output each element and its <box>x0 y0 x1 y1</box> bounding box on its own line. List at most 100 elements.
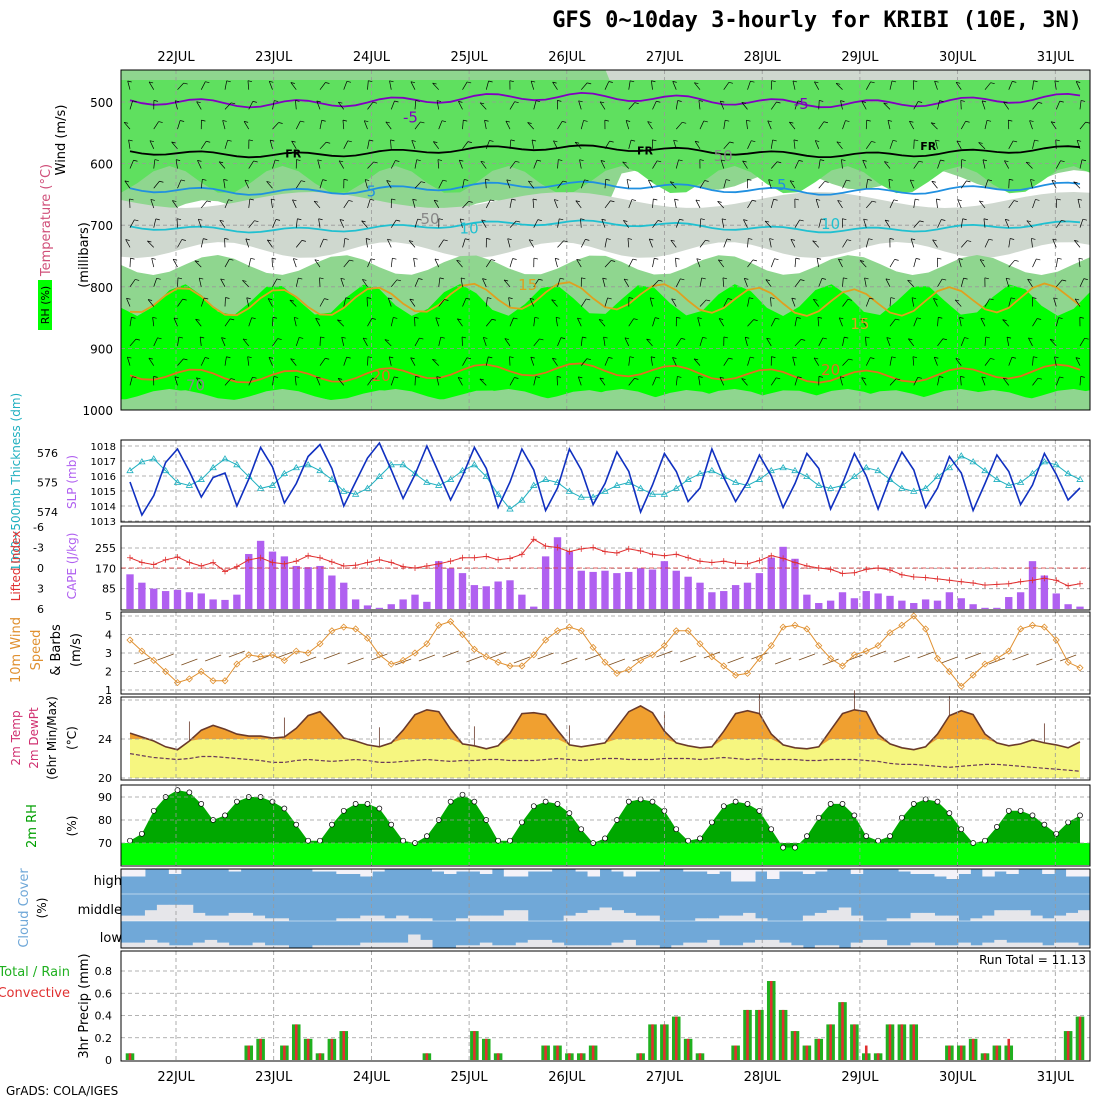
wind-marker <box>1005 647 1013 655</box>
wind-barb <box>984 120 988 130</box>
cloud-cell <box>455 869 469 872</box>
wind-barb-feather <box>982 159 988 162</box>
wind-barb-feather <box>956 140 961 143</box>
wind-barb-feather <box>836 82 841 85</box>
wind-barb <box>410 357 416 366</box>
wind-barb-feather <box>319 277 324 280</box>
wind-barb <box>981 376 986 386</box>
rh2m-marker <box>827 801 834 807</box>
upper-air-frame <box>120 69 1091 411</box>
cloud-cell <box>755 869 768 872</box>
cloud-cell <box>802 915 816 921</box>
wind-barb-feather <box>560 277 565 280</box>
precip-convective-bar <box>342 1031 346 1060</box>
wind-barb-feather <box>606 238 611 240</box>
cloud-cell <box>695 869 708 872</box>
wind-barb <box>768 179 772 189</box>
cape-bar <box>601 570 609 609</box>
wind-barb-feather <box>820 218 826 221</box>
wind-barb <box>411 140 416 149</box>
lifted-marker <box>328 558 335 565</box>
wind-barb <box>883 102 891 110</box>
cloud-cell <box>432 869 445 872</box>
wind-barb <box>343 297 347 307</box>
wind-barb <box>913 220 920 228</box>
wind-barb <box>1079 376 1082 386</box>
cape-tick: 255 <box>95 542 116 555</box>
cloud-cell <box>168 869 182 874</box>
wind-barb-feather <box>195 318 200 321</box>
wind-barb-feather <box>558 159 563 161</box>
wind-barb-feather <box>439 277 444 280</box>
wind-barb-feather <box>766 337 771 340</box>
wind-barb <box>196 101 202 110</box>
wind-barb <box>1008 200 1015 209</box>
wind-marker <box>423 640 431 648</box>
wind-barb-feather <box>369 139 374 142</box>
wind-barb <box>339 219 345 228</box>
cloud-cell <box>455 945 469 948</box>
wind-barb-feather <box>487 297 492 299</box>
wind-barb-feather <box>797 376 802 379</box>
rh-band-upper-green <box>121 80 1090 194</box>
thickness-marker <box>1028 469 1037 477</box>
thickness-axis-label: 1000~500mb Thickness (dm) <box>9 393 23 571</box>
contour-label: 20 <box>821 361 840 379</box>
cape-bar <box>150 588 158 609</box>
wind-barb <box>1025 161 1033 169</box>
lifted-marker <box>554 544 561 551</box>
thickness-marker <box>1052 461 1060 468</box>
wind-barb-feather <box>1051 180 1056 182</box>
lifted-marker <box>293 558 300 565</box>
wind-barb-feather <box>1005 219 1010 221</box>
wind-barb-feather <box>527 122 532 124</box>
wind-barb <box>1029 120 1033 130</box>
wind-barb <box>794 279 801 288</box>
wind-barb-feather <box>821 278 827 280</box>
cloud-cell <box>599 945 612 948</box>
wind-barb-feather <box>420 121 425 124</box>
wind-barb <box>675 122 683 130</box>
cloud-cell <box>767 939 780 948</box>
lifted-marker <box>958 578 965 585</box>
wind-barb <box>769 238 772 248</box>
wind-barb <box>1032 102 1039 110</box>
cloud-cell <box>336 918 349 921</box>
wind-barb-feather <box>225 297 230 299</box>
wind-marker <box>720 662 728 670</box>
cloud-cell <box>252 942 266 948</box>
wind-barb-feather <box>1050 339 1055 341</box>
wind-barb-feather <box>172 200 177 202</box>
wind-barb <box>794 258 797 268</box>
wind-barb <box>224 102 232 110</box>
wind-barb-feather <box>866 119 871 122</box>
cloud-cell <box>755 918 768 921</box>
wind-barb <box>272 122 279 130</box>
cloud-cell <box>324 869 337 872</box>
wind-barb <box>887 120 891 130</box>
wind-barb <box>838 258 843 268</box>
wind-barb <box>413 258 416 268</box>
wind-barb <box>741 378 748 386</box>
precip-convective-bar <box>734 1045 737 1060</box>
lifted-tick: -3 <box>33 542 44 555</box>
thickness-marker <box>731 478 740 485</box>
thickness-marker <box>387 461 395 468</box>
wind-marker <box>126 636 134 644</box>
thickness-marker <box>1064 469 1072 477</box>
cloud-cell <box>1042 869 1055 874</box>
wind-marker <box>162 667 170 676</box>
surface-wind-barb <box>157 653 174 661</box>
wind-barb-feather <box>604 119 609 122</box>
wind-marker <box>1076 664 1084 672</box>
precip-convective-bar <box>330 1038 334 1060</box>
wind-barb <box>1055 376 1060 386</box>
wind-barb-feather <box>868 238 873 241</box>
surface-wind-barb <box>205 654 222 662</box>
wind-barb <box>672 357 677 366</box>
rh2m-marker <box>851 812 858 819</box>
precip-convective-bar <box>746 1009 749 1060</box>
wind-barb <box>814 81 820 90</box>
wind-barb-feather <box>652 139 657 142</box>
